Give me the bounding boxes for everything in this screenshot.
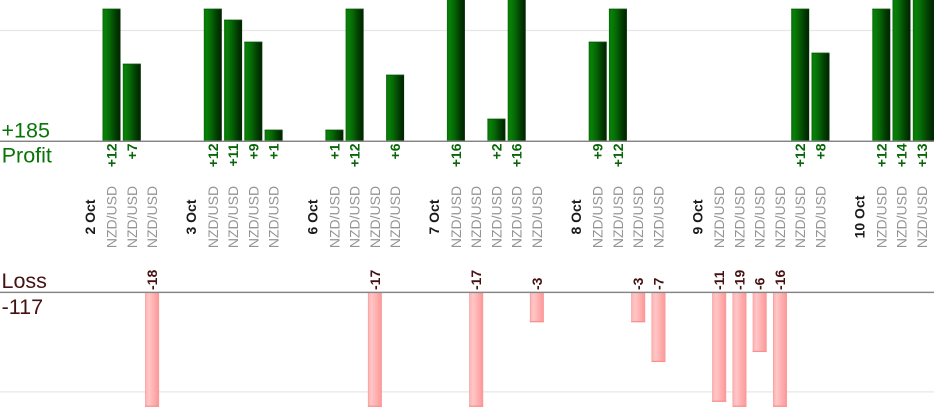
svg-text:-19: -19 — [732, 270, 748, 290]
svg-text:NZD/USD: NZD/USD — [651, 186, 667, 248]
svg-text:-18: -18 — [144, 270, 160, 290]
svg-text:+13: +13 — [914, 143, 930, 167]
svg-text:-17: -17 — [367, 270, 383, 290]
svg-text:-7: -7 — [651, 277, 667, 290]
svg-text:-16: -16 — [772, 270, 788, 290]
svg-text:-3: -3 — [529, 277, 545, 290]
svg-text:Loss: Loss — [2, 269, 47, 293]
svg-text:+16: +16 — [448, 143, 464, 167]
svg-text:NZD/USD: NZD/USD — [711, 186, 727, 248]
svg-text:NZD/USD: NZD/USD — [468, 186, 484, 248]
svg-text:NZD/USD: NZD/USD — [590, 186, 606, 248]
svg-text:Profit: Profit — [2, 143, 52, 167]
svg-text:NZD/USD: NZD/USD — [894, 186, 910, 248]
svg-text:NZD/USD: NZD/USD — [387, 186, 403, 248]
svg-text:+12: +12 — [610, 143, 626, 167]
svg-text:+11: +11 — [225, 143, 241, 166]
svg-text:NZD/USD: NZD/USD — [630, 186, 646, 248]
svg-text:NZD/USD: NZD/USD — [732, 186, 748, 248]
svg-text:NZD/USD: NZD/USD — [245, 186, 261, 248]
svg-text:NZD/USD: NZD/USD — [124, 186, 140, 248]
svg-text:6 Oct: 6 Oct — [305, 199, 321, 234]
svg-text:-6: -6 — [752, 277, 768, 290]
svg-text:+16: +16 — [509, 143, 525, 167]
svg-text:NZD/USD: NZD/USD — [448, 186, 464, 248]
svg-text:NZD/USD: NZD/USD — [914, 186, 930, 248]
svg-text:NZD/USD: NZD/USD — [326, 186, 342, 248]
svg-text:+2: +2 — [488, 143, 504, 159]
svg-text:+8: +8 — [813, 143, 829, 159]
svg-text:+1: +1 — [326, 143, 342, 159]
svg-text:+12: +12 — [792, 143, 808, 167]
svg-text:+7: +7 — [124, 143, 140, 159]
svg-text:NZD/USD: NZD/USD — [752, 186, 768, 248]
svg-text:NZD/USD: NZD/USD — [772, 186, 788, 248]
svg-text:-11: -11 — [711, 270, 727, 290]
svg-text:-17: -17 — [468, 270, 484, 290]
svg-text:NZD/USD: NZD/USD — [873, 186, 889, 248]
svg-text:+185: +185 — [2, 119, 50, 143]
svg-text:10 Oct: 10 Oct — [852, 195, 868, 238]
svg-text:NZD/USD: NZD/USD — [205, 186, 221, 248]
svg-text:NZD/USD: NZD/USD — [529, 186, 545, 248]
svg-text:NZD/USD: NZD/USD — [347, 186, 363, 248]
svg-text:-3: -3 — [630, 277, 646, 290]
svg-text:+12: +12 — [104, 143, 120, 167]
svg-text:+1: +1 — [266, 143, 282, 159]
svg-text:7 Oct: 7 Oct — [426, 199, 442, 234]
svg-text:NZD/USD: NZD/USD — [367, 186, 383, 248]
svg-text:+9: +9 — [590, 143, 606, 159]
svg-text:NZD/USD: NZD/USD — [144, 186, 160, 248]
svg-text:+12: +12 — [347, 143, 363, 167]
svg-text:+12: +12 — [205, 143, 221, 167]
svg-text:8 Oct: 8 Oct — [568, 199, 584, 234]
svg-text:NZD/USD: NZD/USD — [225, 186, 241, 248]
svg-text:NZD/USD: NZD/USD — [266, 186, 282, 248]
svg-text:NZD/USD: NZD/USD — [610, 186, 626, 248]
svg-text:NZD/USD: NZD/USD — [488, 186, 504, 248]
svg-text:NZD/USD: NZD/USD — [813, 186, 829, 248]
svg-text:NZD/USD: NZD/USD — [104, 186, 120, 248]
svg-text:+14: +14 — [894, 143, 910, 167]
svg-text:+9: +9 — [245, 143, 261, 159]
svg-text:+12: +12 — [873, 143, 889, 167]
svg-text:3 Oct: 3 Oct — [183, 199, 199, 234]
svg-text:9 Oct: 9 Oct — [690, 199, 706, 234]
svg-text:NZD/USD: NZD/USD — [509, 186, 525, 248]
svg-text:NZD/USD: NZD/USD — [792, 186, 808, 248]
svg-text:2 Oct: 2 Oct — [82, 199, 98, 234]
svg-text:+6: +6 — [387, 143, 403, 159]
svg-text:-117: -117 — [2, 295, 43, 319]
